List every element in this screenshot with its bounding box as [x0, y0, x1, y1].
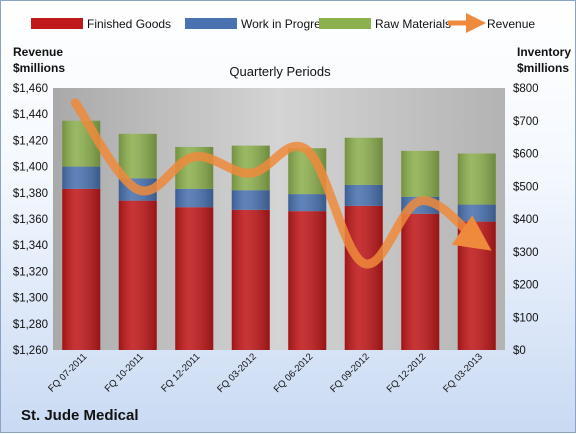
- bar-shade-2-7: [458, 154, 496, 205]
- legend-swatch-2: [319, 18, 371, 29]
- right-axis-ticks: $0 $100 $200 $300 $400 $500 $600 $700 $800: [513, 83, 539, 357]
- legend-label-2: Raw Materials: [375, 17, 451, 31]
- x-axis-ticks: FQ 07-2011 FQ 10-2011 FQ 12-2011 FQ 03-2012…: [46, 351, 485, 395]
- left-tick-label-6: $1,380: [13, 188, 48, 200]
- legend-label-0: Finished Goods: [87, 17, 171, 31]
- company-name: St. Jude Medical: [21, 407, 139, 424]
- bar-shade-2-5: [345, 138, 383, 185]
- right-tick-label-7: $700: [513, 116, 539, 128]
- right-tick-label-4: $400: [513, 214, 539, 226]
- right-tick-label-3: $300: [513, 247, 539, 259]
- right-tick-label-8: $800: [513, 83, 539, 95]
- right-tick-label-2: $200: [513, 280, 539, 292]
- x-tick-label-7: FQ 03-2013: [441, 351, 485, 395]
- left-tick-label-10: $1,460: [13, 83, 48, 95]
- x-tick-label-6: FQ 12-2012: [385, 351, 429, 395]
- right-tick-label-6: $600: [513, 149, 539, 161]
- right-tick-label-1: $100: [513, 312, 539, 324]
- left-tick-label-5: $1,360: [13, 214, 48, 226]
- bar-shade-0-4: [288, 211, 326, 350]
- bar-shade-1-4: [288, 194, 326, 211]
- bar-shade-0-3: [232, 210, 270, 350]
- bar-shade-0-2: [175, 207, 213, 350]
- bar-shade-2-6: [401, 151, 439, 197]
- right-axis-title-line2: $millions: [517, 61, 569, 75]
- left-tick-label-2: $1,300: [13, 293, 48, 305]
- legend-label-revenue: Revenue: [487, 17, 535, 31]
- left-axis-title-line1: Revenue: [13, 45, 63, 59]
- left-tick-label-1: $1,280: [13, 319, 48, 331]
- bar-shade-0-0: [62, 189, 100, 350]
- bar-shade-1-7: [458, 205, 496, 222]
- x-tick-label-2: FQ 12-2011: [159, 351, 202, 394]
- left-axis-ticks: $1,260 $1,280 $1,300 $1,320 $1,340 $1,360 $1,3…: [13, 83, 48, 357]
- left-tick-label-8: $1,420: [13, 135, 48, 147]
- right-axis-title-line1: Inventory: [517, 45, 571, 59]
- bar-shade-0-5: [345, 206, 383, 350]
- left-axis-title-line2: $millions: [13, 61, 65, 75]
- bar-shade-1-0: [62, 167, 100, 189]
- x-tick-label-3: FQ 03-2012: [215, 351, 259, 395]
- left-tick-label-3: $1,320: [13, 266, 48, 278]
- x-tick-label-5: FQ 09-2012: [328, 351, 372, 395]
- left-tick-label-7: $1,400: [13, 162, 48, 174]
- legend-swatch-0: [31, 18, 83, 29]
- legend-swatch-1: [185, 18, 237, 29]
- left-tick-label-0: $1,260: [13, 345, 48, 357]
- bar-shade-2-1: [119, 134, 157, 179]
- bar-shade-0-1: [119, 201, 157, 350]
- left-tick-label-4: $1,340: [13, 240, 48, 252]
- bar-shade-1-5: [345, 185, 383, 206]
- x-tick-label-4: FQ 06-2012: [272, 351, 316, 395]
- right-tick-label-0: $0: [513, 345, 526, 357]
- x-tick-label-1: FQ 10-2011: [103, 351, 146, 394]
- bar-shade-1-2: [175, 189, 213, 207]
- chart-title: Quarterly Periods: [229, 64, 331, 79]
- left-tick-label-9: $1,440: [13, 109, 48, 121]
- x-tick-label-0: FQ 07-2011: [46, 351, 89, 394]
- bar-shade-0-6: [401, 214, 439, 350]
- bar-shade-1-3: [232, 190, 270, 210]
- right-tick-label-5: $500: [513, 181, 539, 193]
